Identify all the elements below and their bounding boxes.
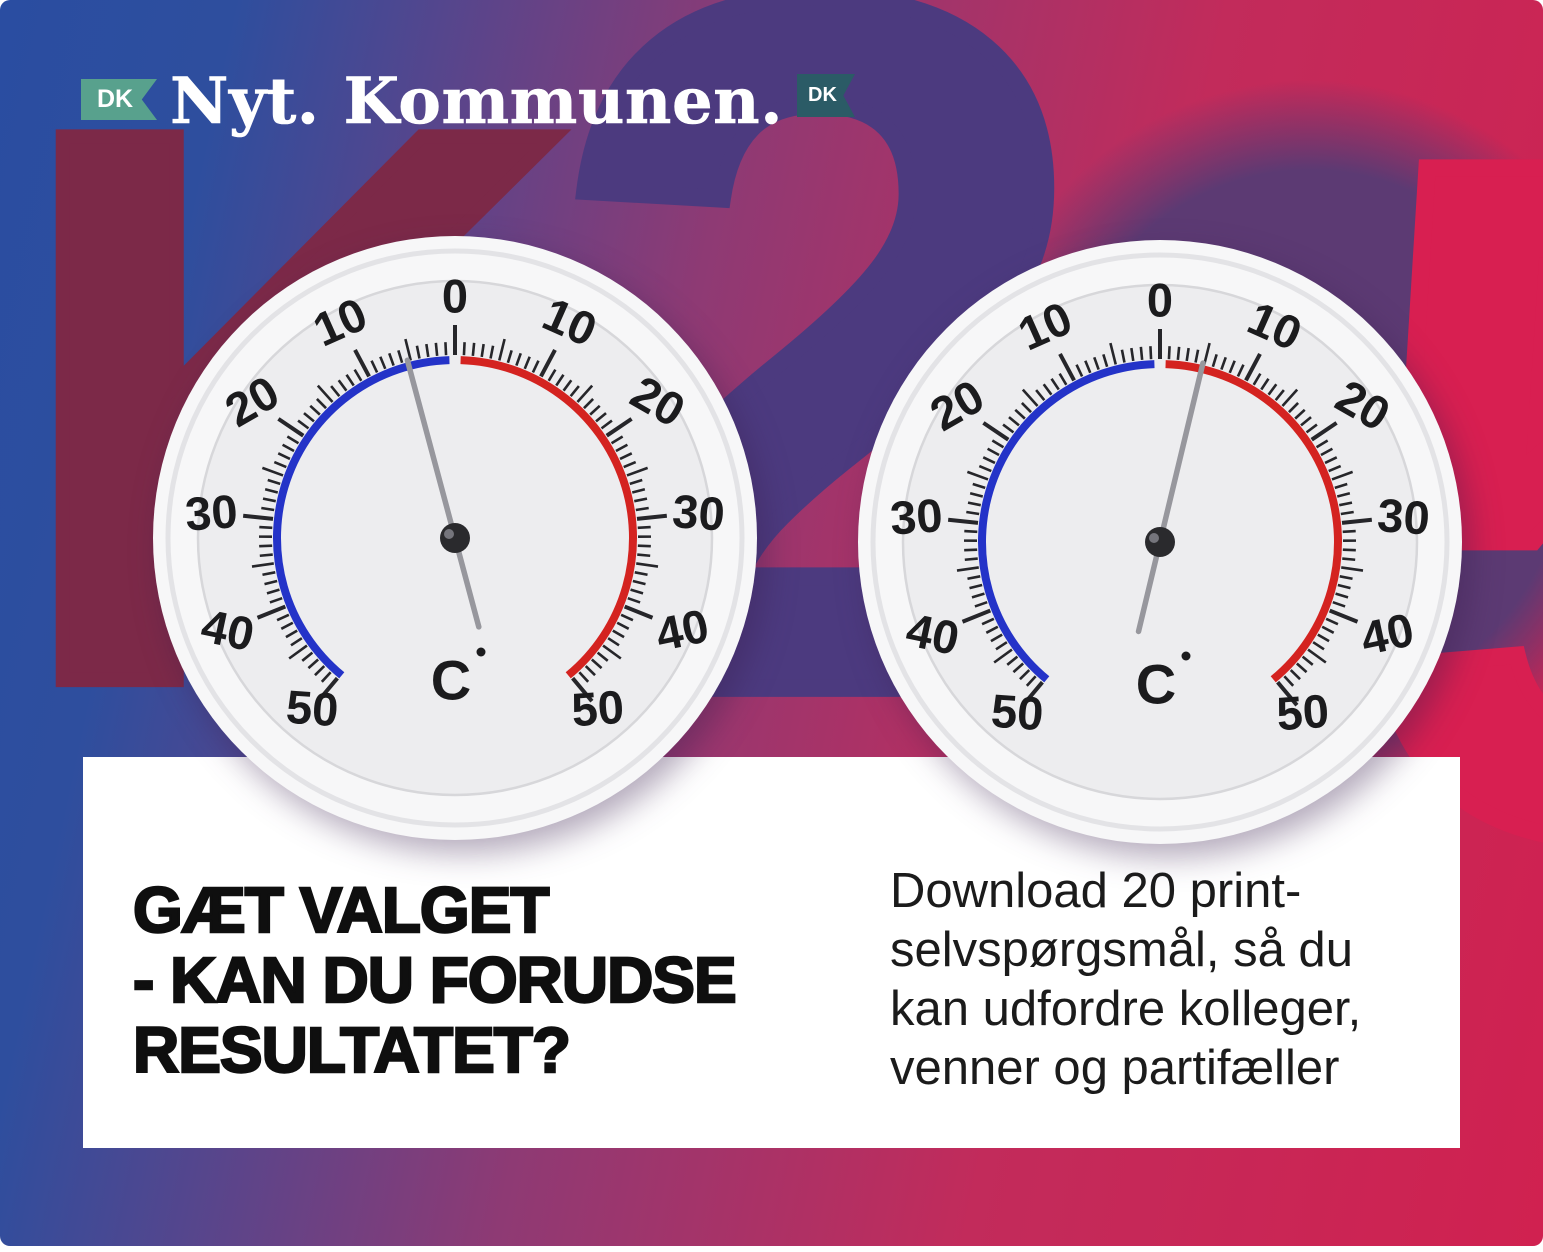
- svg-text:40: 40: [651, 598, 713, 661]
- headline-line-3: RESULTATET?: [132, 1014, 572, 1086]
- logo-word-kommunen: Kommunen.: [343, 64, 783, 139]
- svg-text:40: 40: [902, 602, 964, 665]
- headline: GÆT VALGET - KAN DU FORUDSE RESULTATET?: [132, 874, 738, 1086]
- needle: [404, 357, 482, 630]
- logo-dk-flag-secondary-label: DK: [808, 84, 837, 106]
- headline-line-1: GÆT VALGET: [132, 874, 551, 946]
- subtext: Download 20 print- selvspørgsmål, så du …: [890, 862, 1361, 1098]
- subtext-line-4: venner og partifæller: [890, 1041, 1340, 1095]
- thermometer-left: 0 10 10 20 20 30 30 40 40 50 50 C: [145, 228, 765, 848]
- svg-text:30: 30: [183, 484, 239, 541]
- svg-text:50: 50: [989, 684, 1045, 741]
- svg-text:50: 50: [1275, 684, 1331, 741]
- svg-text:50: 50: [284, 680, 340, 737]
- svg-text:40: 40: [1356, 602, 1418, 665]
- svg-text:30: 30: [671, 484, 727, 541]
- logo-dk-flag-primary-label: DK: [96, 85, 134, 113]
- subtext-line-1: Download 20 print-: [890, 864, 1302, 918]
- svg-text:50: 50: [570, 680, 626, 737]
- logo-dk-flag-primary: DK: [81, 79, 157, 120]
- logo: DK Nyt. Kommunen. DK: [81, 64, 855, 139]
- thermometer-right: 0 10 10 20 20 30 30 40 40 50 50 C: [850, 232, 1470, 852]
- headline-line-2: - KAN DU FORUDSE: [132, 944, 738, 1016]
- logo-word-nyt: Nyt.: [170, 64, 320, 139]
- subtext-line-3: kan udfordre kolleger,: [890, 982, 1362, 1036]
- subtext-line-2: selvspørgsmål, så du: [890, 923, 1353, 977]
- svg-text:C: C: [1136, 653, 1176, 716]
- logo-dk-flag-secondary: DK: [796, 74, 855, 117]
- svg-text:0: 0: [1147, 274, 1173, 327]
- svg-text:0: 0: [442, 270, 468, 323]
- needle: [1135, 360, 1206, 635]
- svg-text:40: 40: [197, 598, 259, 661]
- svg-text:30: 30: [888, 488, 944, 545]
- svg-text:C: C: [431, 649, 471, 712]
- svg-text:30: 30: [1376, 488, 1432, 545]
